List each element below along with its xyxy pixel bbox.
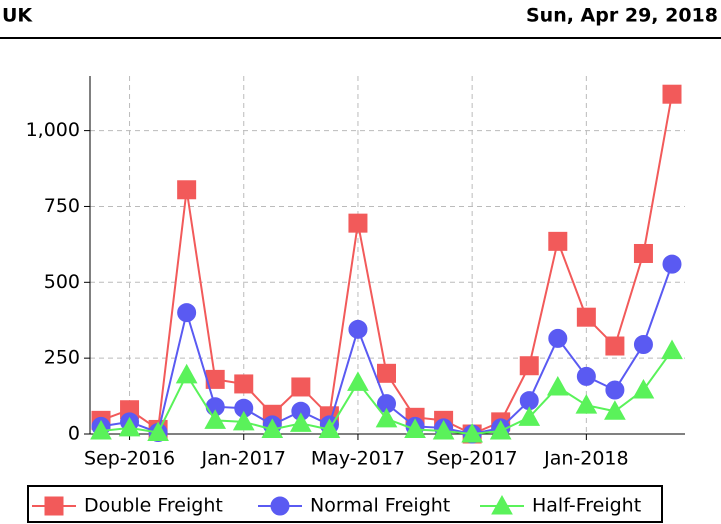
circle-marker: [548, 328, 568, 348]
square-marker: [633, 243, 653, 263]
y-tick-label: 750: [44, 195, 80, 217]
triangle-marker: [604, 400, 626, 420]
square-marker: [576, 307, 596, 327]
triangle-marker: [147, 421, 169, 441]
x-tick-label: May-2017: [311, 448, 405, 470]
triangle-marker: [90, 419, 112, 440]
legend-label: Double Freight: [84, 495, 223, 517]
circle-marker: [633, 335, 653, 354]
square-marker: [605, 336, 625, 356]
square-marker: [291, 377, 311, 397]
legend-label: Normal Freight: [310, 495, 450, 517]
x-tick-label: Jan-2018: [543, 448, 629, 470]
triangle-marker: [232, 410, 255, 431]
triangle-marker: [575, 394, 598, 414]
triangle-marker: [518, 406, 541, 426]
square-marker: [348, 213, 368, 233]
square-marker: [519, 356, 539, 376]
circle-marker: [576, 366, 596, 386]
legend-marker: [44, 496, 64, 516]
circle-marker: [177, 303, 197, 323]
legend-marker: [491, 494, 513, 515]
triangle-marker: [432, 419, 455, 440]
square-marker: [548, 231, 568, 251]
legend-marker: [270, 496, 290, 516]
triangle-marker: [661, 339, 683, 360]
triangle-marker: [489, 419, 512, 440]
y-tick-label: 500: [44, 271, 80, 293]
triangle-marker: [175, 363, 198, 384]
triangle-marker: [546, 375, 569, 396]
x-tick-label: Jan-2017: [201, 448, 287, 470]
circle-marker: [605, 380, 625, 400]
square-marker: [662, 84, 682, 104]
region: UK: [2, 5, 33, 27]
circle-marker: [348, 319, 368, 339]
legend-label: Half-Freight: [532, 495, 641, 517]
date: Sun, Apr 29, 2018: [526, 5, 718, 27]
x-tick-label: Sep-2016: [84, 448, 175, 470]
square-marker: [234, 374, 254, 394]
y-tick-label: 0: [68, 423, 80, 445]
triangle-marker: [204, 409, 227, 429]
triangle-marker: [290, 412, 312, 432]
y-tick-label: 1,000: [26, 119, 80, 141]
circle-marker: [662, 254, 682, 274]
triangle-marker: [461, 422, 483, 443]
legend-box: [27, 485, 663, 523]
square-marker: [377, 363, 396, 383]
square-marker: [177, 180, 197, 200]
triangle-marker: [318, 418, 341, 438]
triangle-marker: [375, 407, 398, 428]
triangle-marker: [261, 418, 284, 438]
triangle-marker: [118, 416, 141, 437]
x-tick-label: Sep-2017: [427, 448, 518, 470]
triangle-marker: [347, 371, 369, 391]
y-tick-label: 250: [44, 347, 80, 369]
triangle-marker: [404, 418, 426, 438]
triangle-marker: [632, 378, 655, 399]
